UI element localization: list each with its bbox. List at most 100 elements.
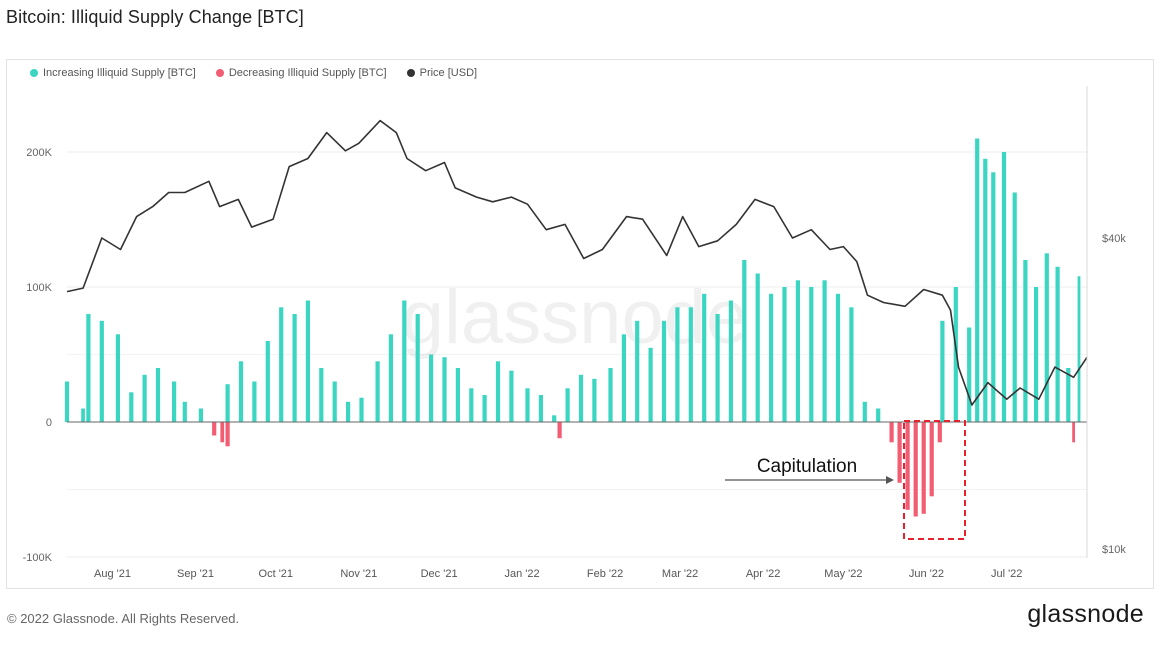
bar-bars-pos-35 <box>538 395 543 422</box>
bar-bars-pos-10 <box>198 408 203 422</box>
bar-bars-neg-9 <box>929 422 934 497</box>
bar-bars-pos-71 <box>1044 253 1049 423</box>
y-tick-label-3: -100K <box>23 552 53 564</box>
y-axis-right-labels: $40k $10k <box>1102 233 1126 556</box>
bar-bars-pos-73 <box>1066 368 1071 422</box>
capitulation-label: Capitulation <box>757 456 857 477</box>
bar-bars-pos-44 <box>661 320 667 423</box>
bar-bars-pos-0 <box>64 381 70 422</box>
bar-bars-pos-51 <box>755 273 760 422</box>
bar-bars-pos-16 <box>279 307 284 423</box>
bar-bars-pos-12 <box>225 384 230 422</box>
x-tick-label-7: Mar '22 <box>662 568 698 580</box>
bar-bars-pos-3 <box>99 320 104 423</box>
legend-item-increasing[interactable]: Increasing Illiquid Supply [BTC] <box>30 67 196 79</box>
bar-bars-pos-62 <box>953 287 958 422</box>
bar-bars-pos-59 <box>862 401 867 423</box>
bar-bars-pos-57 <box>835 293 841 423</box>
bar-bars-pos-6 <box>142 374 147 423</box>
bar-bars-pos-34 <box>525 388 530 423</box>
capitulation-arrow-head <box>886 476 894 484</box>
chart-panel <box>6 59 1154 589</box>
x-tick-label-6: Feb '22 <box>587 568 623 580</box>
legend-dot-increasing <box>30 69 38 77</box>
bar-bars-neg-3 <box>557 422 562 439</box>
y-axis-left-labels: 200K 100K 0 -100K <box>23 147 53 564</box>
bar-bars-pos-70 <box>1034 287 1039 422</box>
bar-bars-pos-42 <box>635 320 640 423</box>
bar-bars-pos-60 <box>876 408 881 422</box>
bar-bars-pos-58 <box>849 307 854 423</box>
footer-copyright: © 2022 Glassnode. All Rights Reserved. <box>7 611 240 626</box>
bar-bars-pos-49 <box>728 300 733 422</box>
price-line <box>66 119 1088 406</box>
bar-bars-pos-48 <box>715 314 720 422</box>
x-tick-label-11: Jul '22 <box>991 568 1022 580</box>
bar-bars-pos-38 <box>578 374 584 423</box>
legend-label-decreasing: Decreasing Illiquid Supply [BTC] <box>228 67 387 79</box>
bar-bars-neg-4 <box>889 422 894 443</box>
bar-bars-neg-2 <box>225 422 230 447</box>
x-tick-label-8: Apr '22 <box>746 568 781 580</box>
bar-bars-pos-17 <box>292 314 297 422</box>
capitulation-box <box>903 420 966 540</box>
x-tick-label-1: Sep '21 <box>177 568 214 580</box>
bar-bars-pos-36 <box>552 415 557 423</box>
bar-bars-pos-21 <box>346 401 351 423</box>
bar-bars-pos-68 <box>1012 192 1017 422</box>
bar-bars-pos-43 <box>648 347 653 423</box>
y-tick-label-0: 200K <box>26 147 52 159</box>
bar-bars-pos-19 <box>319 368 324 422</box>
bar-bars-pos-66 <box>991 172 996 423</box>
legend-label-price: Price [USD] <box>419 67 478 79</box>
bar-bars-pos-5 <box>129 392 134 422</box>
bar-bars-pos-52 <box>769 293 774 423</box>
x-tick-label-2: Oct '21 <box>259 568 294 580</box>
legend-item-decreasing[interactable]: Decreasing Illiquid Supply [BTC] <box>215 67 387 79</box>
right-tick-label-0: $40k <box>1102 233 1126 245</box>
bar-bars-pos-26 <box>415 314 420 422</box>
legend-dot-price <box>406 69 415 77</box>
bar-bars-pos-27 <box>429 354 434 422</box>
x-tick-label-9: May '22 <box>824 568 862 580</box>
bar-bars-pos-28 <box>442 357 447 422</box>
bar-bars-pos-31 <box>482 395 487 422</box>
bar-bars-pos-7 <box>155 368 161 422</box>
bar-bars-pos-20 <box>332 381 337 422</box>
legend-item-price[interactable]: Price [USD] <box>406 67 478 79</box>
bar-bars-pos-22 <box>359 397 364 422</box>
bar-bars-pos-8 <box>172 381 177 422</box>
bar-bars-pos-14 <box>252 381 257 422</box>
bar-bars-pos-29 <box>455 368 460 422</box>
bar-bars-pos-32 <box>495 361 501 423</box>
bar-bars-pos-24 <box>388 334 393 423</box>
bar-bars-pos-69 <box>1023 260 1028 422</box>
bar-bars-pos-50 <box>742 260 747 422</box>
bar-bars-pos-25 <box>402 300 407 422</box>
chart-title: Bitcoin: Illiquid Supply Change [BTC] <box>6 7 304 27</box>
bar-bars-pos-56 <box>822 280 827 423</box>
bar-bars-pos-55 <box>809 287 814 422</box>
x-tick-label-4: Dec '21 <box>421 568 458 580</box>
bar-bars-pos-40 <box>608 368 613 422</box>
right-tick-label-1: $10k <box>1102 544 1126 556</box>
x-tick-label-5: Jan '22 <box>505 568 540 580</box>
bar-bars-pos-2 <box>86 314 91 422</box>
bar-bars-pos-37 <box>565 388 570 423</box>
bar-bars-pos-9 <box>182 401 187 423</box>
bar-bars-neg-7 <box>913 422 918 517</box>
bar-bars-neg-8 <box>921 422 926 514</box>
bar-bars-neg-0 <box>212 422 217 436</box>
bar-bars-neg-1 <box>220 422 225 443</box>
bar-bars-pos-53 <box>782 287 787 422</box>
x-tick-label-0: Aug '21 <box>94 568 131 580</box>
bar-bars-pos-65 <box>983 158 988 423</box>
bar-bars-pos-72 <box>1055 266 1060 423</box>
bar-bars-pos-4 <box>115 334 120 423</box>
bar-bars-pos-18 <box>305 300 310 422</box>
x-axis-labels: Aug '21 Sep '21 Oct '21 Nov '21 Dec '21 Jan '… <box>94 568 1022 580</box>
legend-label-increasing: Increasing Illiquid Supply [BTC] <box>43 67 196 79</box>
bar-bars-pos-64 <box>975 138 980 422</box>
bar-bars-pos-23 <box>375 361 380 423</box>
